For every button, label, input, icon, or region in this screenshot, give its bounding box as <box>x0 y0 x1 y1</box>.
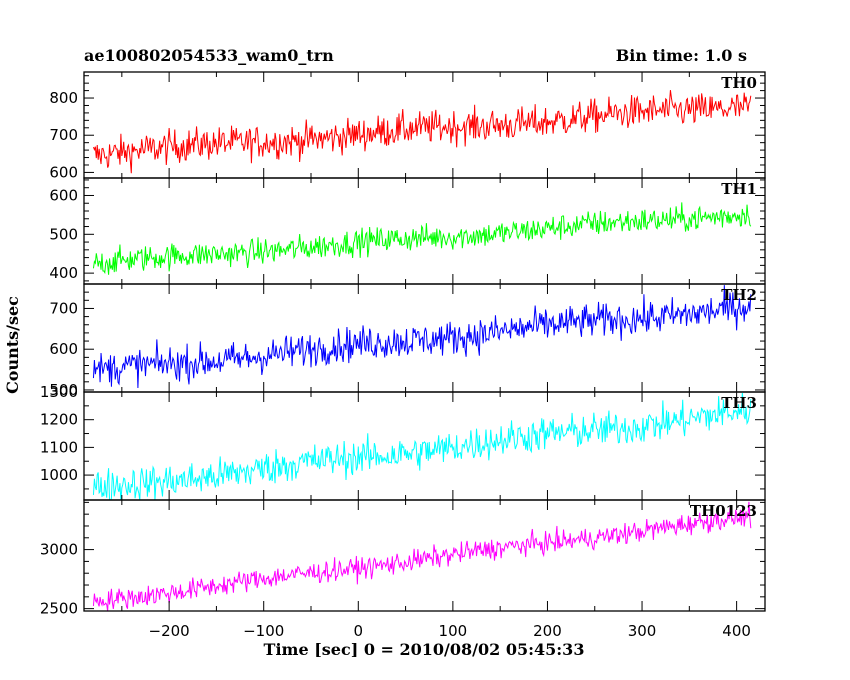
x-tick-label: 300 <box>628 622 657 640</box>
y-tick-label: 700 <box>49 126 78 144</box>
chart-title-left: ae100802054533_wam0_trn <box>84 46 334 65</box>
y-tick-label: 600 <box>49 163 78 181</box>
y-tick-label: 1300 <box>40 383 78 401</box>
x-tick-label: 0 <box>354 622 364 640</box>
panels-group: 600 700 800 TH0 400 500 600 TH1 500 600 700 TH2 1000… <box>40 71 766 618</box>
series-line-th3 <box>92 392 752 500</box>
series-line-th0123 <box>92 501 752 611</box>
panel-label: TH3 <box>721 394 757 412</box>
y-tick-label: 800 <box>49 89 78 107</box>
y-tick-label: 3000 <box>40 541 78 559</box>
x-tick-label: 100 <box>439 622 468 640</box>
panel-th2: 500 600 700 TH2 <box>49 283 766 399</box>
y-tick-label: 1200 <box>40 411 78 429</box>
y-tick-label: 600 <box>49 186 78 204</box>
panel-label: TH0123 <box>690 502 757 520</box>
panel-frame <box>83 499 766 612</box>
y-tick-label: 400 <box>49 264 78 282</box>
panel-label: TH1 <box>721 180 757 198</box>
y-tick-label: 1000 <box>40 466 78 484</box>
panel-frame <box>83 177 766 285</box>
y-tick-label: 2500 <box>40 600 78 618</box>
y-axis-label: Counts/sec <box>3 296 22 394</box>
panel-label: TH0 <box>721 74 757 92</box>
panel-th3: 1000 1100 1200 1300 TH3 <box>40 383 766 501</box>
y-tick-label: 700 <box>49 299 78 317</box>
series-line-th0 <box>92 90 752 174</box>
panel-th1: 400 500 600 TH1 <box>49 177 766 285</box>
y-tick-label: 1100 <box>40 438 78 456</box>
y-tick-label: 600 <box>49 340 78 358</box>
panel-th0: 600 700 800 TH0 <box>49 71 766 181</box>
x-tick-label: 200 <box>533 622 562 640</box>
y-tick-label: 500 <box>49 381 78 399</box>
x-tick-label: −200 <box>149 622 190 640</box>
series-line-th1 <box>92 202 752 275</box>
y-tick-label: 500 <box>49 225 78 243</box>
x-axis: −200 −100 0 100 200 300 400 <box>149 622 751 640</box>
series-line-th2 <box>92 285 752 388</box>
x-axis-label: Time [sec] 0 = 2010/08/02 05:45:33 <box>264 640 585 659</box>
x-tick-label: 400 <box>722 622 751 640</box>
x-tick-label: −100 <box>243 622 284 640</box>
panel-th0123: 2500 3000 TH0123 <box>40 499 766 618</box>
chart-title-right: Bin time: 1.0 s <box>616 46 747 65</box>
panel-label: TH2 <box>721 286 757 304</box>
